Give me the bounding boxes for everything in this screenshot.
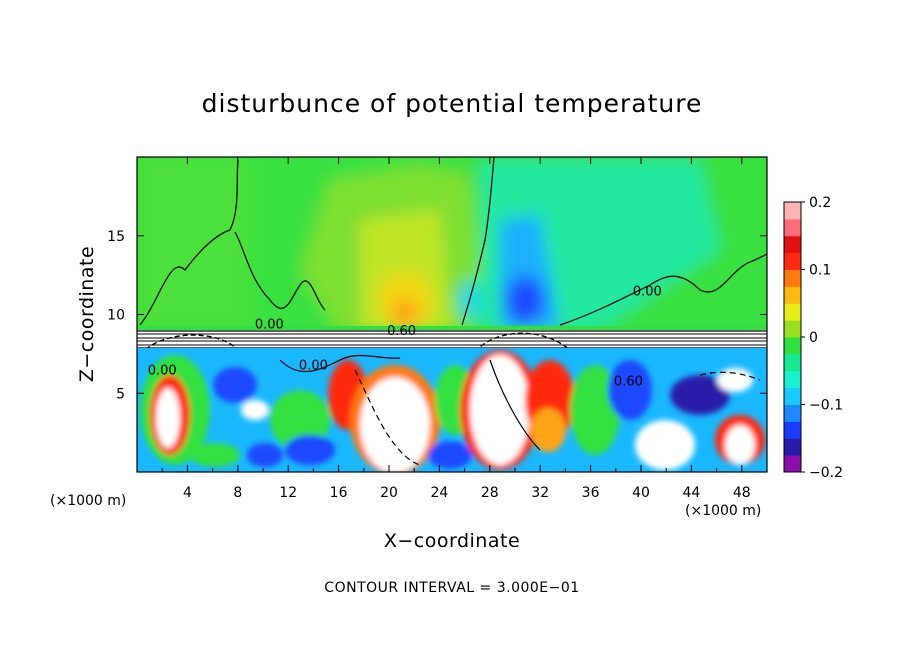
field-blob — [670, 375, 730, 415]
field-blob — [190, 443, 240, 467]
colorbar-tick-label: −0.2 — [809, 465, 843, 481]
inversion-bump — [474, 332, 573, 353]
contour-label: 0.00 — [633, 285, 662, 300]
x-tick-label: 36 — [582, 485, 600, 501]
chart-title: disturbunce of potential temperature — [202, 89, 703, 118]
contour-lines — [139, 157, 767, 466]
x-tick-label: 24 — [430, 485, 448, 501]
x-tick-label: 16 — [330, 485, 348, 501]
x-tick-label: 32 — [531, 485, 549, 501]
x-tick-label: 20 — [380, 485, 398, 501]
contour-line — [139, 159, 239, 326]
contour-line — [559, 253, 767, 326]
colorbar-swatch — [784, 303, 801, 321]
upper-field — [137, 157, 767, 330]
field-blob — [213, 367, 257, 403]
y-tick-label: 15 — [107, 229, 125, 245]
colorbar: 0.2 0.1 0 −0.1 −0.2 — [783, 195, 843, 481]
x-axis-label: X−coordinate — [384, 530, 520, 552]
contour-line — [234, 231, 326, 311]
field-blob — [360, 377, 430, 472]
field-blob — [270, 390, 330, 450]
field-blob — [247, 443, 283, 467]
field-warm-spot — [391, 298, 419, 326]
colorbar-tick-label: 0.1 — [809, 263, 831, 279]
field-blob — [285, 435, 335, 465]
colorbar-swatch — [784, 269, 801, 287]
lower-field — [137, 348, 767, 472]
contour-line — [279, 354, 401, 373]
colorbar-swatch — [784, 286, 801, 304]
field-blob — [241, 400, 269, 420]
contour-labels: 0.00 0.60 0.00 0.00 0.00 0.60 — [148, 285, 662, 390]
colorbar-swatch — [784, 252, 801, 270]
y-tick-label: 5 — [116, 386, 125, 402]
x-tick-label: 44 — [682, 485, 700, 501]
colorbar-swatch — [784, 202, 801, 220]
field-blob — [725, 425, 755, 465]
colorbar-tick-label: 0 — [809, 330, 818, 346]
colorbar-swatch — [784, 421, 801, 439]
colorbar-tick-label: 0.2 — [809, 195, 831, 211]
x-unit-label-left: (×1000 m) — [50, 493, 126, 509]
colorbar-tick-label: −0.1 — [809, 398, 843, 414]
colorbar-swatch — [784, 235, 801, 254]
y-tick-label: 10 — [107, 308, 125, 324]
colorbar-swatch — [784, 337, 801, 355]
contour-line — [699, 371, 761, 381]
contour-line — [489, 359, 541, 451]
field-blob — [470, 355, 530, 465]
field-blob — [570, 365, 620, 455]
contour-label: 0.00 — [255, 318, 284, 333]
field-blob — [156, 388, 180, 448]
contour-label: 0.00 — [148, 363, 177, 378]
contour-line — [354, 369, 421, 466]
colorbar-swatch — [784, 370, 801, 389]
field-cool-core — [505, 276, 545, 324]
inversion-bump — [139, 334, 241, 356]
field-blob — [608, 360, 652, 420]
colorbar-swatch — [784, 438, 801, 456]
colorbar-swatch — [784, 353, 801, 372]
colorbar-swatch — [784, 455, 801, 473]
x-tick-label: 28 — [481, 485, 499, 501]
x-unit-label-right: (×1000 m) — [685, 503, 761, 519]
colorbar-swatch — [784, 218, 801, 237]
x-tick-label: 48 — [733, 485, 751, 501]
y-axis: 5 10 15 — [107, 229, 767, 402]
field-blob — [635, 420, 695, 470]
contour-interval-note: CONTOUR INTERVAL = 3.000E−01 — [324, 580, 579, 596]
contour-label: 0.60 — [387, 324, 416, 339]
contour-label: 0.60 — [614, 374, 643, 389]
y-axis-label: Z−coordinate — [76, 246, 98, 382]
colorbar-swatch — [784, 320, 801, 338]
contour-line — [461, 157, 495, 326]
inversion-band — [137, 326, 767, 356]
field-left-green — [137, 157, 250, 330]
field-blob — [530, 408, 566, 452]
x-axis: 4 8 12 16 20 24 28 32 36 40 44 48 — [161, 157, 751, 501]
contour-label: 0.00 — [299, 359, 328, 374]
colorbar-swatch — [784, 404, 801, 422]
x-tick-label: 8 — [233, 485, 242, 501]
inversion-fill — [137, 329, 767, 349]
plot-area: 0.00 0.60 0.00 0.00 0.00 0.60 — [137, 157, 767, 472]
field-blob — [717, 368, 753, 392]
x-tick-label: 4 — [183, 485, 192, 501]
x-tick-label: 40 — [632, 485, 650, 501]
field-blob — [428, 441, 472, 469]
inversion-green-edge — [137, 326, 767, 330]
colorbar-swatch — [784, 387, 801, 405]
x-tick-label: 12 — [279, 485, 297, 501]
